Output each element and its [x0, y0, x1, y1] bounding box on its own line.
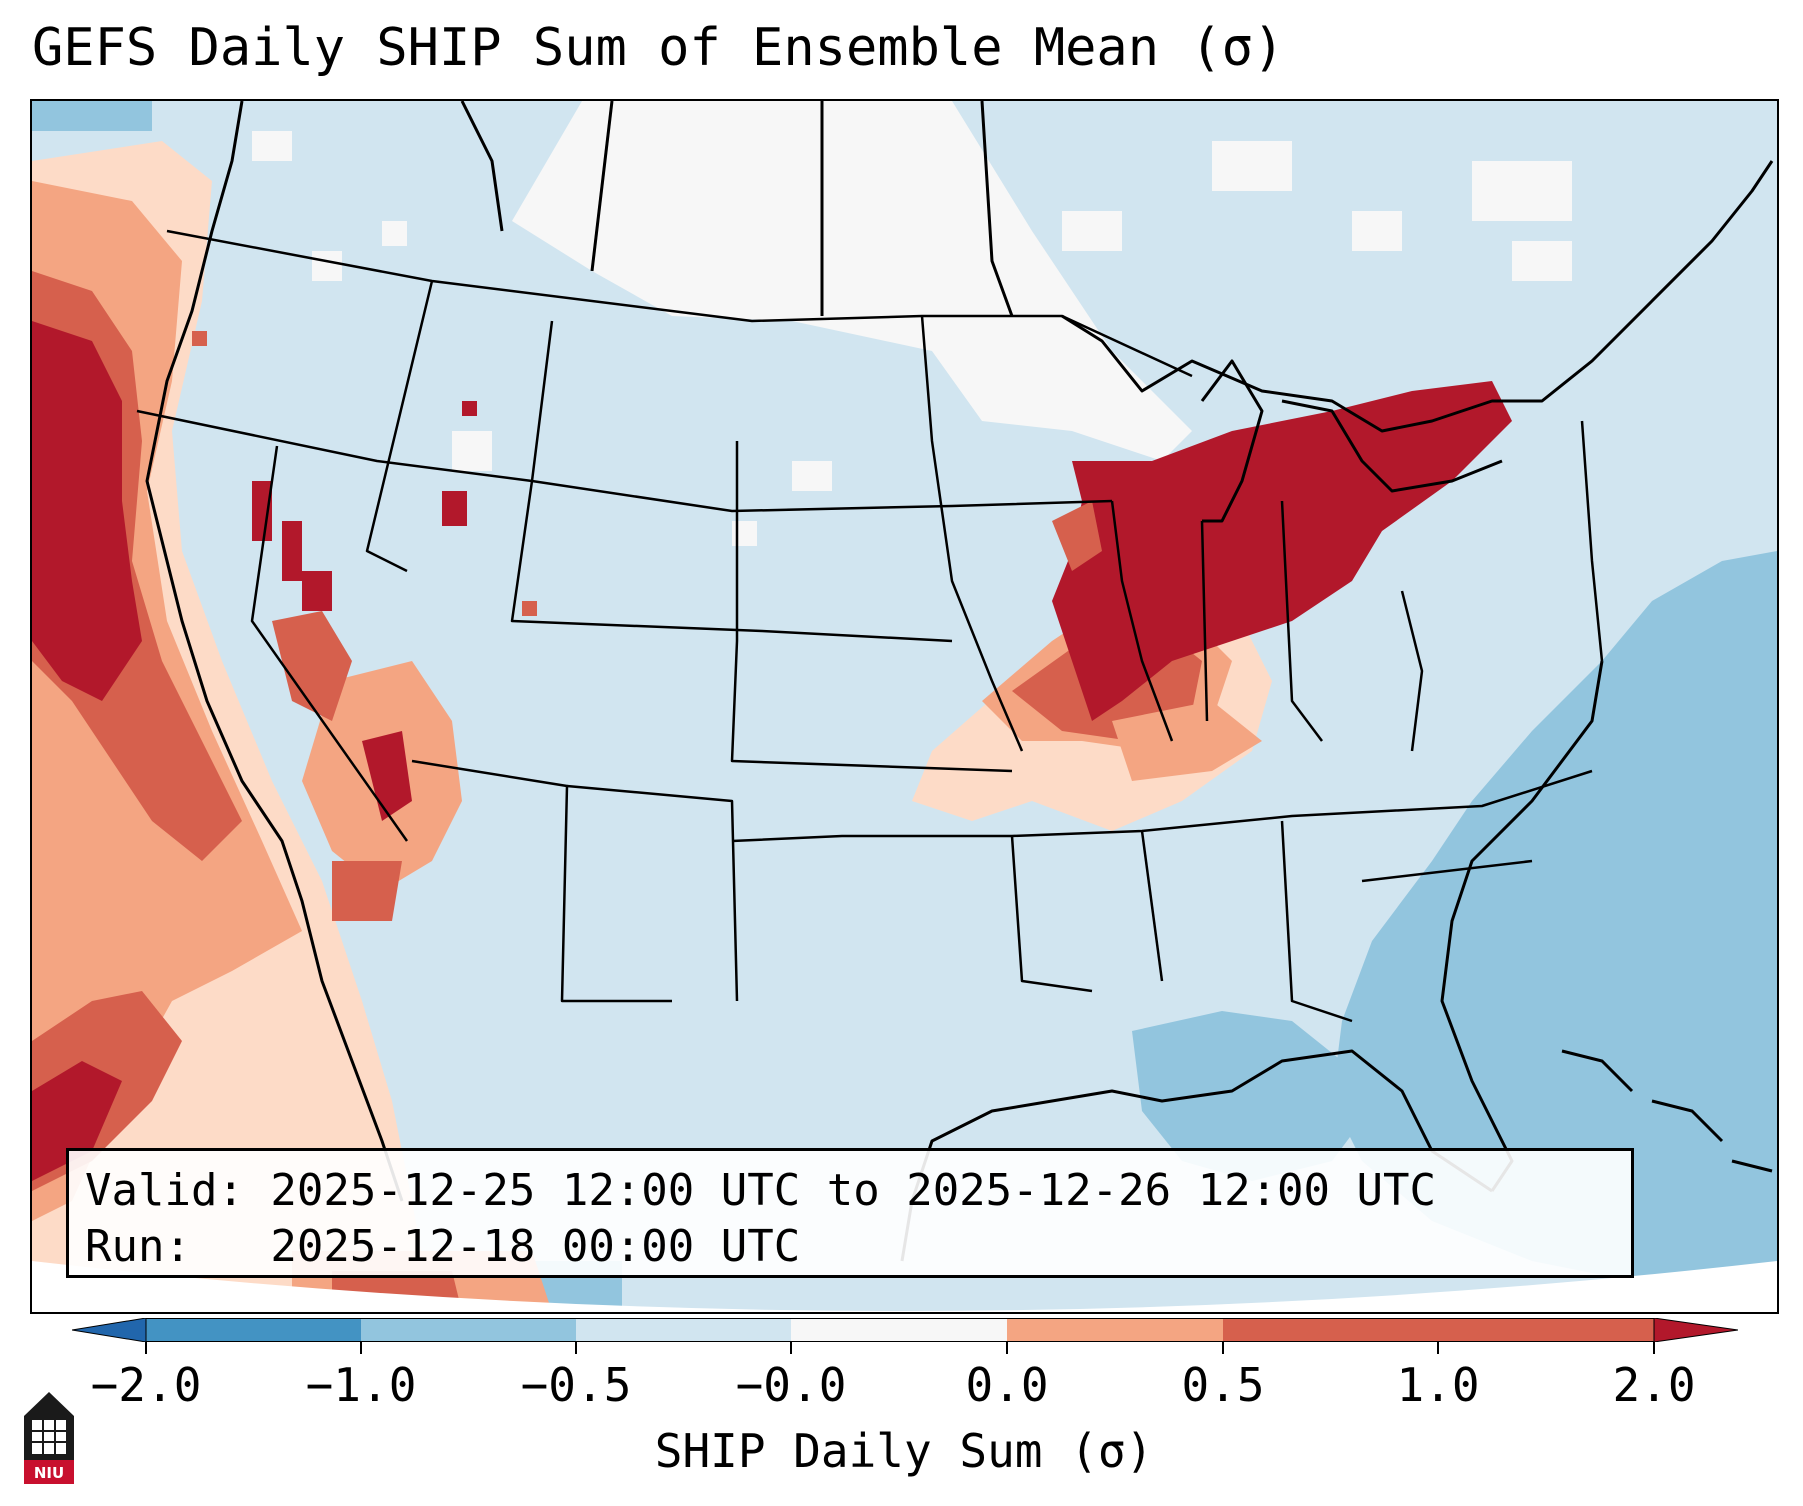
- outside-domain: [32, 1261, 1777, 1312]
- colorbar-tick-label: −1.0: [305, 1358, 417, 1412]
- state-boundaries: [136, 229, 1604, 1023]
- colorbar-tick-label: 0.5: [1181, 1358, 1265, 1412]
- neutral-region: [252, 101, 1572, 546]
- colorbar-tick-label: 0.0: [965, 1358, 1049, 1412]
- colorbar-tick-label: 2.0: [1612, 1358, 1696, 1412]
- colorbar-segment: [576, 1318, 791, 1342]
- run-time-text: Run: 2025-12-18 00:00 UTC: [85, 1221, 801, 1272]
- colorbar-extend-high: [1653, 1318, 1738, 1342]
- logo-text: NIU: [34, 1464, 64, 1482]
- colorbar-segment: [146, 1318, 361, 1342]
- colorbar-label: SHIP Daily Sum (σ): [654, 1424, 1154, 1478]
- colorbar-tick-label: −0.0: [735, 1358, 847, 1412]
- map-panel: [30, 99, 1779, 1314]
- colorbar-tick: [360, 1342, 362, 1354]
- colorbar-extend-low: [72, 1318, 147, 1342]
- colorbar-tick-label: 1.0: [1396, 1358, 1480, 1412]
- colorbar-tick: [145, 1342, 147, 1354]
- southwest-positive-region: [192, 331, 537, 921]
- colorbar-segment: [791, 1318, 1007, 1342]
- colorbar-outline: [145, 1318, 1655, 1342]
- pacific-positive-band: [32, 141, 552, 1312]
- coastlines-and-borders: [145, 101, 1774, 1262]
- colorbar-segment: [1007, 1318, 1223, 1342]
- colorbar-tick: [1006, 1342, 1008, 1354]
- colorbar-segment: [1438, 1318, 1654, 1342]
- colorbar: [72, 1318, 1738, 1342]
- colorbar-segment: [1223, 1318, 1438, 1342]
- valid-run-info-box: Valid: 2025-12-25 12:00 UTC to 2025-12-2…: [66, 1148, 1634, 1278]
- colorbar-tick-label: −0.5: [520, 1358, 632, 1412]
- colorbar-tick: [575, 1342, 577, 1354]
- caribbean-islands: [1561, 1049, 1773, 1173]
- colorbar-segment: [361, 1318, 576, 1342]
- valid-time-text: Valid: 2025-12-25 12:00 UTC to 2025-12-2…: [85, 1165, 1437, 1216]
- figure-title: GEFS Daily SHIP Sum of Ensemble Mean (σ): [32, 18, 1285, 78]
- colorbar-tick-label: −2.0: [90, 1358, 202, 1412]
- eastern-positive-region: [912, 381, 1512, 831]
- colorbar-tick: [1437, 1342, 1439, 1354]
- ship-anomaly-map: [32, 101, 1777, 1312]
- colorbar-tick: [1653, 1342, 1655, 1354]
- niu-tower-logo-icon: NIU: [24, 1392, 74, 1484]
- colorbar-tick: [1222, 1342, 1224, 1354]
- colorbar-tick: [790, 1342, 792, 1354]
